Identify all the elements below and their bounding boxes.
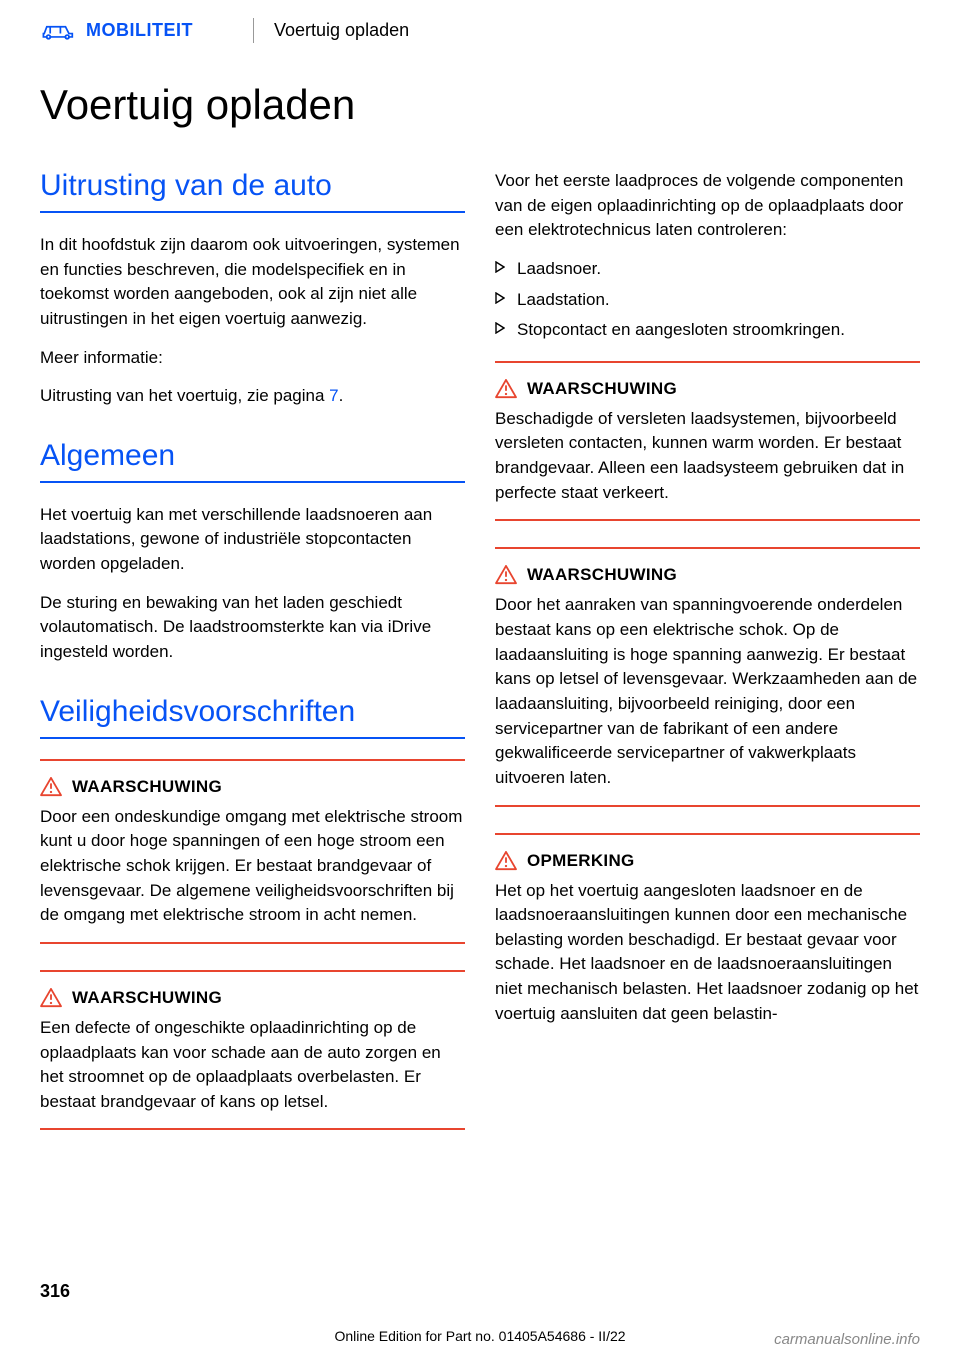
- section-heading-uitrusting: Uitrusting van de auto: [40, 169, 465, 213]
- warning-header: WAARSCHUWING: [40, 988, 465, 1008]
- warning-triangle-icon: [495, 851, 517, 871]
- warning-header: WAARSCHUWING: [40, 777, 465, 797]
- list-item: Stopcontact en aangesloten stroomkrin­ge…: [495, 318, 920, 343]
- note-header: OPMERKING: [495, 851, 920, 871]
- note-text: Het op het voertuig aangesloten laadsnoe…: [495, 879, 920, 1027]
- note-block: OPMERKING Het op het voertuig aangeslote…: [495, 833, 920, 1027]
- content-columns: Uitrusting van de auto In dit hoofdstuk …: [40, 169, 920, 1156]
- note-title: OPMERKING: [527, 851, 635, 871]
- list-item: Laadstation.: [495, 288, 920, 313]
- warning-text: Beschadigde of versleten laadsystemen, b…: [495, 407, 920, 506]
- warning-title: WAARSCHUWING: [72, 777, 222, 797]
- triangle-bullet-icon: [495, 292, 505, 304]
- warning-block: WAARSCHUWING Door een ondeskundige omgan…: [40, 759, 465, 944]
- warning-triangle-icon: [40, 988, 62, 1008]
- body-text: Uitrusting van het voertuig, zie pagina …: [40, 384, 465, 409]
- warning-text: Door het aanraken van spanningvoerende o…: [495, 593, 920, 790]
- bullet-text: Laadstation.: [517, 288, 610, 313]
- warning-text: Een defecte of ongeschikte oplaadinricht…: [40, 1016, 465, 1115]
- page-header: MOBILITEIT Voertuig opladen: [40, 0, 920, 55]
- body-text: Meer informatie:: [40, 346, 465, 371]
- main-title: Voertuig opladen: [40, 81, 920, 129]
- warning-triangle-icon: [40, 777, 62, 797]
- warning-triangle-icon: [495, 565, 517, 585]
- bullet-text: Laadsnoer.: [517, 257, 601, 282]
- watermark: carmanualsonline.info: [774, 1331, 920, 1348]
- car-icon: [40, 21, 74, 41]
- section-heading-algemeen: Algemeen: [40, 439, 465, 483]
- list-item: Laadsnoer.: [495, 257, 920, 282]
- left-column: Uitrusting van de auto In dit hoofdstuk …: [40, 169, 465, 1156]
- header-subtitle-wrap: Voertuig opladen: [253, 18, 409, 43]
- body-text: Voor het eerste laadproces de volgende c…: [495, 169, 920, 243]
- warning-title: WAARSCHUWING: [527, 379, 677, 399]
- warning-text: Door een ondeskundige omgang met elektri…: [40, 805, 465, 928]
- bullet-text: Stopcontact en aangesloten stroomkrin­ge…: [517, 318, 845, 343]
- warning-title: WAARSCHUWING: [527, 565, 677, 585]
- header-nav-label: MOBILITEIT: [86, 20, 193, 41]
- triangle-bullet-icon: [495, 261, 505, 273]
- page-number: 316: [40, 1281, 70, 1302]
- warning-triangle-icon: [495, 379, 517, 399]
- section-heading-veiligheid: Veiligheidsvoorschriften: [40, 695, 465, 739]
- warning-header: WAARSCHUWING: [495, 379, 920, 399]
- warning-block: WAARSCHUWING Beschadigde of versleten la…: [495, 361, 920, 522]
- triangle-bullet-icon: [495, 322, 505, 334]
- body-text: De sturing en bewaking van het laden ge­…: [40, 591, 465, 665]
- body-text: In dit hoofdstuk zijn daarom ook uitvoer…: [40, 233, 465, 332]
- header-subtitle: Voertuig opladen: [274, 20, 409, 40]
- right-column: Voor het eerste laadproces de volgende c…: [495, 169, 920, 1156]
- text-span: Uitrusting van het voertuig, zie pagina: [40, 386, 329, 405]
- warning-block: WAARSCHUWING Een defecte of ongeschikte …: [40, 970, 465, 1131]
- warning-block: WAARSCHUWING Door het aanraken van spann…: [495, 547, 920, 806]
- bullet-list: Laadsnoer. Laadstation. Stopcontact en a…: [495, 257, 920, 343]
- page-link[interactable]: 7: [329, 386, 338, 405]
- warning-header: WAARSCHUWING: [495, 565, 920, 585]
- text-span: .: [339, 386, 344, 405]
- body-text: Het voertuig kan met verschillende laads…: [40, 503, 465, 577]
- warning-title: WAARSCHUWING: [72, 988, 222, 1008]
